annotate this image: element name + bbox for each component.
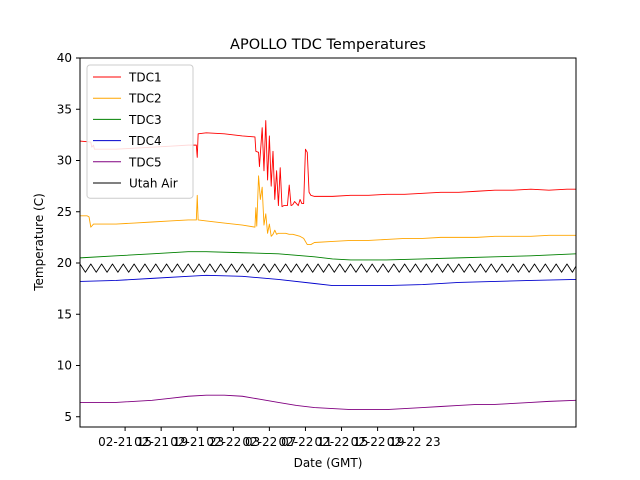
- plot-frame: [79, 57, 577, 428]
- x-tick-label: 02-21 15: [98, 435, 152, 449]
- chart-title: APOLLO TDC Temperatures: [230, 37, 426, 53]
- x-tick-label: 02-22 11: [278, 435, 332, 449]
- x-tick-label: 02-22 15: [315, 435, 369, 449]
- legend: TDC1 TDC2 TDC3 TDC4 TDC5 Utah Air: [86, 64, 194, 199]
- y-axis: 5 10 15 20 25 30 35 40: [57, 51, 80, 424]
- legend-label-tdc2: TDC2: [128, 92, 162, 106]
- x-tick-label: 02-22 19: [351, 435, 405, 449]
- series-line-tdc5: [80, 394, 577, 411]
- series-line-tdc3: [79, 251, 577, 261]
- y-tick-label: 25: [57, 205, 72, 219]
- x-tick-label: 02-22 23: [387, 435, 441, 449]
- y-tick-label: 10: [57, 359, 72, 373]
- series-layer: [79, 120, 577, 411]
- legend-label-utah-air: Utah Air: [129, 177, 178, 191]
- series-line-utah-air: [79, 263, 577, 273]
- y-tick-label: 20: [57, 256, 72, 270]
- series-line-tdc4: [79, 274, 577, 286]
- legend-label-tdc3: TDC3: [128, 113, 162, 127]
- y-axis-label: Temperature (C): [32, 193, 46, 292]
- y-tick-label: 15: [57, 307, 72, 321]
- legend-label-tdc1: TDC1: [128, 71, 162, 85]
- x-tick-label: 02-22 03: [206, 435, 260, 449]
- y-tick-label: 40: [57, 51, 72, 65]
- x-tick-label: 02-21 19: [134, 435, 188, 449]
- legend-label-tdc5: TDC5: [128, 155, 162, 169]
- x-axis-label: Date (GMT): [294, 456, 363, 470]
- y-tick-label: 30: [57, 154, 72, 168]
- legend-label-tdc4: TDC4: [128, 134, 162, 148]
- y-tick-label: 5: [64, 410, 72, 424]
- series-line-tdc1: [79, 120, 576, 208]
- x-tick-label: 02-21 23: [170, 435, 224, 449]
- x-tick-label: 02-22 07: [242, 435, 296, 449]
- series-line-tdc2: [80, 175, 576, 246]
- y-tick-label: 35: [57, 102, 72, 116]
